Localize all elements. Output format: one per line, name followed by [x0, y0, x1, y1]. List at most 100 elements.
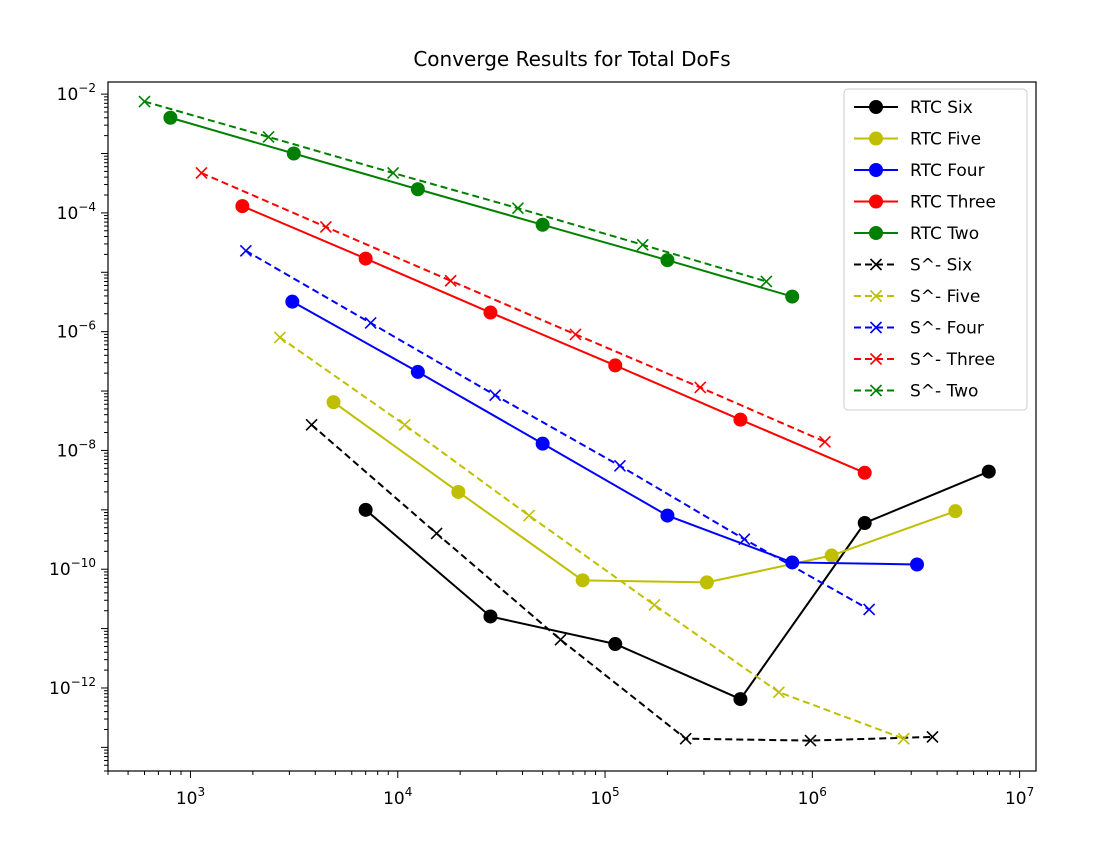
series-rtc-three-point [358, 251, 373, 266]
legend-entry-rtc-two: RTC Two [854, 224, 979, 244]
series-s-five-point [273, 331, 286, 344]
series-rtc-three-line [241, 205, 866, 474]
series-s-four-point-stroke-b [364, 316, 377, 330]
series-s-four-point [364, 316, 377, 330]
series-s-four-point [738, 533, 751, 546]
series-rtc-four-point [535, 436, 550, 451]
legend-entry-rtc-four: RTC Four [854, 161, 985, 181]
series-s-four-point-stroke-b [239, 244, 252, 257]
y-tick-exponent: −2 [78, 81, 96, 95]
series-s-three-point-stroke-b [569, 328, 582, 341]
series-s-six-point [804, 734, 817, 747]
series-rtc-four [285, 294, 925, 572]
series-rtc-five-point [699, 575, 714, 590]
series-rtc-two-point [163, 110, 178, 125]
series-s-three-point-stroke-b [818, 435, 831, 448]
y-tick-label: 10−10 [49, 556, 96, 580]
series-rtc-five-point [326, 395, 341, 410]
legend-entry-s-four-marker [869, 321, 883, 334]
legend-entry-s-two-marker-stroke-b [869, 384, 883, 397]
series-rtc-five-point [451, 484, 466, 499]
series-s-six-point-stroke-b [430, 527, 443, 540]
series-s-six-point-stroke-b [554, 633, 567, 646]
legend-entry-rtc-five-label: RTC Five [910, 130, 981, 150]
series-s-two-point [636, 238, 649, 251]
legend-entry-s-six-marker [869, 258, 883, 271]
legend-entry-s-five-label: S^- Five [910, 287, 980, 307]
series-s-three-line [201, 172, 826, 443]
y-tick-exponent: −10 [71, 556, 96, 570]
series-rtc-three-point [733, 412, 748, 427]
legend-entry-rtc-six: RTC Six [854, 98, 973, 118]
series-s-three-point [818, 435, 831, 448]
x-tick-exponent: 5 [612, 785, 620, 799]
axes: 103 104 105 106 10710−210−410−610−810−1010−1… [49, 81, 1037, 809]
legend-entry-rtc-two-label: RTC Two [910, 224, 979, 244]
series-rtc-four-point [910, 557, 925, 572]
legend-entry-s-three-label: S^- Three [910, 350, 995, 370]
series-s-six-point-stroke-b [804, 734, 817, 747]
series-s-four-point [613, 459, 627, 472]
series-rtc-three-point [608, 358, 623, 373]
series-s-two-point [511, 202, 525, 215]
y-tick-label: 10−2 [57, 81, 96, 105]
series-s-four-point [863, 603, 876, 616]
series-s-six-point-stroke-b [679, 732, 692, 745]
series-s-five-point [398, 418, 411, 431]
series-s-two-point-stroke-b [262, 130, 275, 144]
plot-area [138, 95, 996, 747]
series-s-two-point-stroke-b [511, 202, 525, 215]
series-s-two-point [387, 166, 400, 180]
x-tick-base: 10 [383, 789, 405, 809]
y-tick-base: 10 [57, 204, 79, 224]
y-tick-label: 10−12 [49, 675, 96, 699]
legend-entry-s-two-marker [869, 384, 883, 397]
series-s-five-point-stroke-b [273, 331, 286, 344]
series-s-six-point [430, 527, 443, 540]
series-rtc-five-point [824, 548, 839, 563]
series-s-five-point-stroke-b [648, 598, 661, 612]
series-rtc-six-point [857, 515, 872, 530]
legend-entry-s-six: S^- Six [854, 256, 972, 276]
series-rtc-three-point [857, 465, 872, 480]
series-rtc-three-point [235, 199, 250, 214]
y-tick-base: 10 [49, 679, 71, 699]
series-s-two-point-stroke-b [387, 166, 400, 180]
legend-entry-rtc-three: RTC Three [854, 193, 996, 213]
x-tick-base: 10 [590, 789, 612, 809]
series-rtc-three-point [483, 305, 498, 320]
y-tick-base: 10 [57, 441, 79, 461]
series-rtc-five-point [948, 504, 963, 519]
series-rtc-two-point [286, 146, 301, 161]
series-rtc-two-point [410, 182, 425, 197]
series-s-four-point [239, 244, 252, 257]
series-s-three-point-stroke-b [319, 220, 332, 234]
series-s-six-point-stroke-b [305, 418, 318, 431]
legend-entry-rtc-four-marker [869, 163, 883, 177]
series-s-two-point [760, 275, 773, 288]
legend-entry-s-five-marker [869, 289, 883, 303]
series-s-two-line [144, 100, 767, 283]
series-rtc-six [358, 464, 996, 707]
series-rtc-six-point [733, 692, 748, 707]
y-tick-base: 10 [57, 323, 79, 343]
series-s-two [138, 95, 773, 288]
x-tick-exponent: 3 [197, 785, 205, 799]
series-s-three-point-stroke-b [694, 381, 707, 394]
series-s-five-line [279, 336, 905, 740]
series-rtc-five-line [332, 401, 956, 584]
series-s-three [195, 166, 831, 448]
y-tick-base: 10 [49, 560, 71, 580]
series-rtc-four-point [660, 508, 675, 523]
x-tick-label: 105 [590, 785, 619, 809]
legend: RTC Six RTC Five RTC Four RTC Three RTC Two S… [843, 88, 1028, 411]
series-rtc-six-point [483, 609, 498, 624]
series-s-four-point-stroke-b [738, 533, 751, 546]
legend-entry-s-two: S^- Two [854, 382, 978, 402]
y-tick-exponent: −8 [78, 437, 96, 451]
series-rtc-two-point [535, 217, 550, 232]
series-s-five [273, 331, 910, 745]
series-rtc-four-point [785, 555, 800, 570]
legend-entry-s-four-label: S^- Four [910, 319, 984, 339]
x-tick-base: 10 [176, 789, 198, 809]
